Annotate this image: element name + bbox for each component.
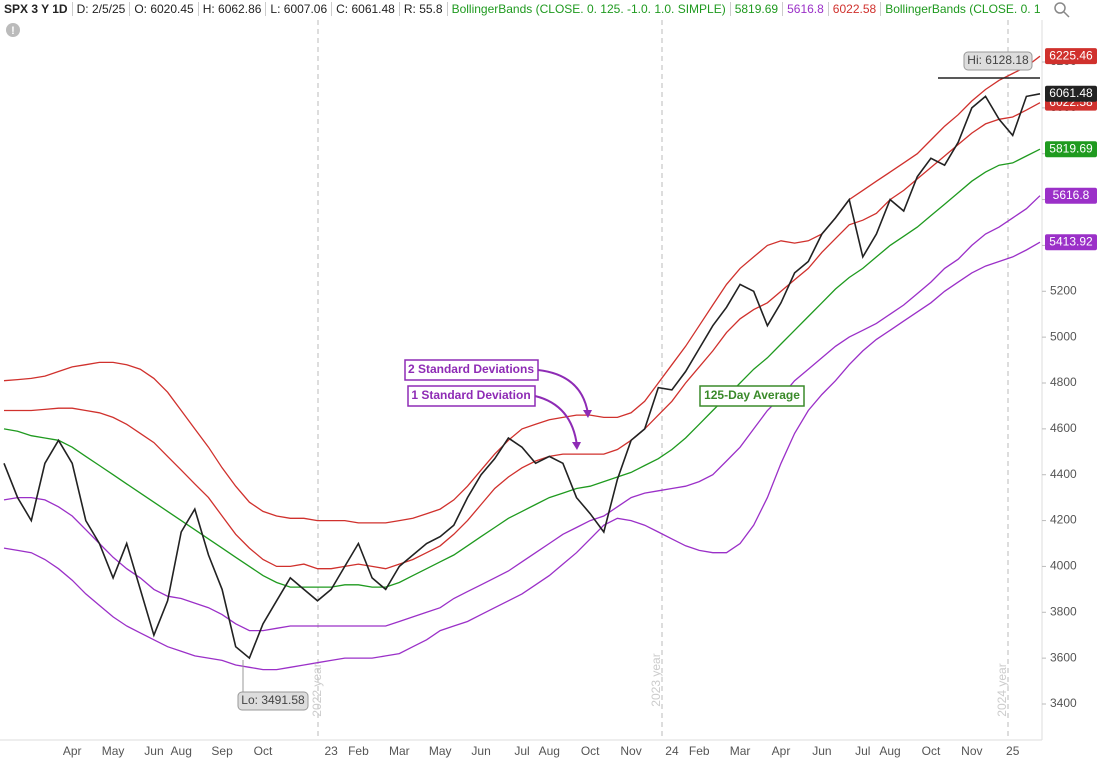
ohlc: H: 6062.86 (198, 2, 267, 16)
y-tick-label: 4800 (1050, 375, 1077, 389)
series-line (3, 195, 1041, 632)
ohlc: R: 55.8 (399, 2, 448, 16)
settings-icon[interactable] (1054, 2, 1066, 14)
x-tick-label: Jul (855, 744, 870, 758)
year-label: 2024 year (995, 663, 1009, 716)
ohlc: D: 2/5/25 (72, 2, 131, 16)
price-label-box (1045, 234, 1097, 251)
price-label: 5819.69 (1049, 141, 1093, 155)
x-tick-label: Sep (211, 744, 233, 758)
x-tick-label: Feb (348, 744, 369, 758)
y-tick-label: 5200 (1050, 283, 1077, 297)
x-tick-label: Jun (812, 744, 831, 758)
x-tick-label: Oct (922, 744, 941, 758)
annotation: 1 Standard Deviation (411, 388, 530, 402)
arrow-head (572, 442, 581, 450)
x-tick-label: Aug (539, 744, 560, 758)
study-value: 5616.8 (783, 2, 829, 16)
series-line (3, 55, 1041, 524)
x-tick-label: Apr (63, 744, 82, 758)
price-label: 5616.8 (1053, 188, 1090, 202)
price-label: 5413.92 (1049, 234, 1093, 248)
study: BollingerBands (CLOSE. 0. 125. -1.0. 1.0… (447, 2, 731, 16)
x-tick-label: Oct (254, 744, 273, 758)
price-label-box (1045, 187, 1097, 204)
x-tick-label: Oct (581, 744, 600, 758)
x-tick-label: Nov (961, 744, 982, 758)
arrow (534, 395, 578, 447)
arrow-head (583, 410, 592, 418)
series-line (3, 93, 1041, 660)
ohlc: C: 6061.48 (332, 2, 400, 16)
x-tick-label: Feb (689, 744, 710, 758)
series-line (3, 148, 1041, 588)
x-tick-label: Jun (144, 744, 163, 758)
x-tick-label: Jul (514, 744, 529, 758)
x-tick-label: May (429, 744, 452, 758)
settings-icon (1063, 11, 1070, 18)
price-label-box (1045, 141, 1097, 158)
low-label: Lo: 3491.58 (241, 693, 305, 707)
header: SPX 3 Y 1D D: 2/5/25 O: 6020.45 H: 6062.86 L… (0, 0, 1040, 18)
year-label: 2023 year (649, 653, 663, 706)
ohlc: O: 6020.45 (130, 2, 199, 16)
low-label-box (237, 691, 309, 711)
plot (3, 55, 1041, 671)
x-tick-label: 25 (1006, 744, 1020, 758)
study: BollingerBands (CLOSE. 0. 125. -2.0.... (881, 2, 1040, 16)
x-tick-label: Apr (772, 744, 791, 758)
study-value: 6022.58 (828, 2, 882, 16)
x-tick-label: Nov (620, 744, 641, 758)
high-label-box (963, 51, 1033, 71)
year-label: 2022 year (310, 663, 324, 716)
symbol: SPX 3 Y 1D (0, 2, 73, 16)
y-tick-label: 4200 (1050, 513, 1077, 527)
annotation: 125-Day Average (704, 388, 800, 402)
price-label: 6225.46 (1049, 48, 1093, 62)
x-tick-label: May (102, 744, 125, 758)
y-tick-label: 5000 (1050, 329, 1077, 343)
high-label: Hi: 6128.18 (967, 53, 1029, 67)
x-tick-label: Aug (879, 744, 900, 758)
y-tick-label: 3400 (1050, 696, 1077, 710)
study-value: 5819.69 (730, 2, 784, 16)
price-label: 6061.48 (1049, 86, 1093, 100)
series-line (3, 241, 1041, 671)
x-tick-label: Jun (471, 744, 490, 758)
x-tick-label: 24 (665, 744, 679, 758)
y-tick-label: 3800 (1050, 604, 1077, 618)
info-icon-mark: ! (11, 25, 15, 37)
info-icon[interactable] (6, 23, 20, 37)
y-tick-label: 4000 (1050, 559, 1077, 573)
annotation-box (699, 385, 805, 407)
x-tick-label: 23 (324, 744, 338, 758)
annotation: 2 Standard Deviations (408, 362, 534, 376)
y-tick-label: 3600 (1050, 650, 1077, 664)
price-label-box (1045, 85, 1097, 102)
y-tick-label: 4600 (1050, 421, 1077, 435)
x-tick-label: Mar (730, 744, 751, 758)
price-label-box (1045, 48, 1097, 65)
ohlc: L: 6007.06 (266, 2, 333, 16)
arrow (537, 369, 589, 415)
x-tick-label: Mar (389, 744, 410, 758)
series-line (4, 102, 1041, 570)
y-tick-label: 4400 (1050, 467, 1077, 481)
x-tick-label: Aug (171, 744, 192, 758)
